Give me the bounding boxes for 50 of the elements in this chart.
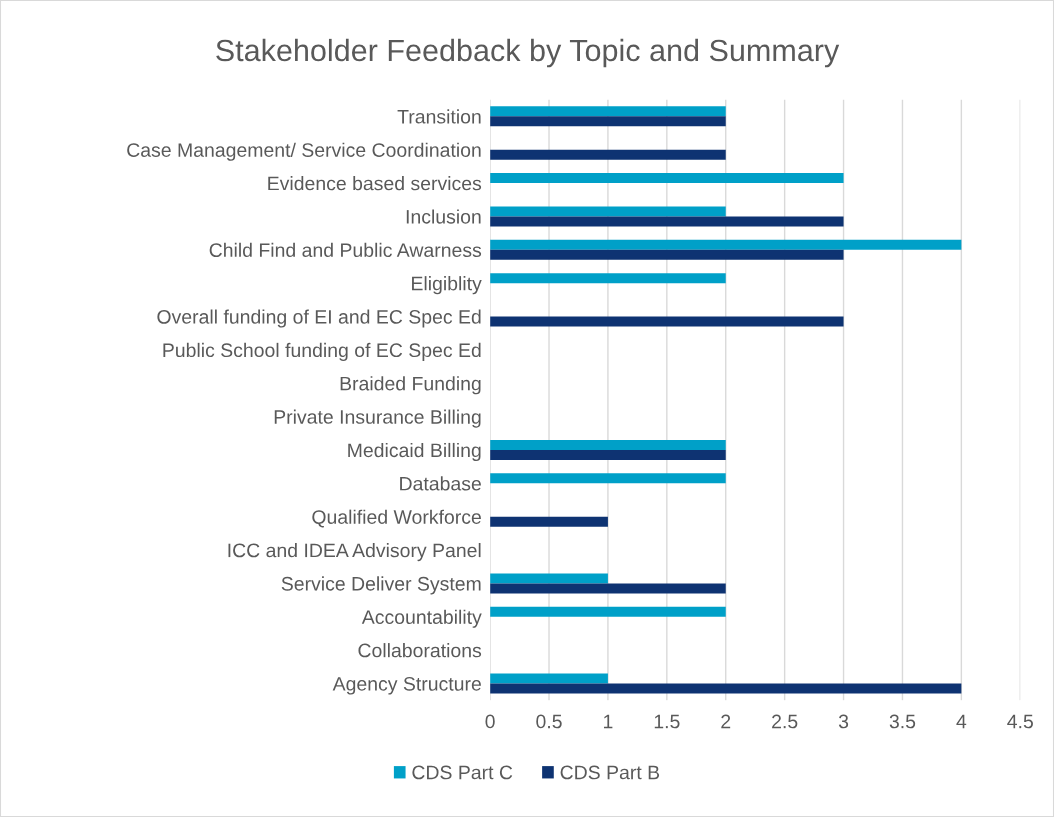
y-tick-label: Public School funding of EC Spec Ed (163, 342, 481, 361)
x-tick-label: 1 (604, 714, 613, 729)
y-tick-label: Overall funding of EI and EC Spec Ed (157, 309, 481, 328)
bar (490, 106, 726, 117)
y-tick-label: Child Find and Public Awarness (209, 242, 482, 258)
x-tick-label: 1.5 (654, 714, 680, 729)
y-tick-label: Evidence based services (268, 176, 482, 191)
y-tick-label: Braided Funding (340, 376, 481, 395)
x-tick-label: 4.5 (1007, 714, 1033, 729)
y-tick-label: Private Insurance Billing (274, 409, 481, 428)
x-tick-label: 2 (721, 714, 731, 729)
bar (490, 683, 962, 694)
x-tick-label: 3 (838, 714, 849, 729)
y-tick-label: Case Management/ Service Coordination (127, 142, 481, 161)
bar (490, 216, 844, 227)
x-tick-label: 0.5 (536, 714, 562, 729)
x-tick-label: 0 (485, 714, 495, 729)
bar (490, 149, 726, 160)
x-tick-label: 4 (956, 714, 967, 729)
y-tick-label: Agency Structure (332, 676, 481, 695)
bar (490, 316, 844, 327)
y-tick-label: Collaborations (358, 643, 482, 658)
y-tick-label: Qualified Workforce (312, 509, 481, 528)
bar (490, 206, 726, 217)
bar (490, 606, 726, 617)
y-tick-label: Medicaid Billing (348, 442, 481, 462)
bar (490, 573, 608, 584)
legend-label: CDS Part B (560, 765, 660, 780)
bar (490, 449, 726, 460)
bar (490, 249, 844, 260)
y-tick-label: Service Deliver System (281, 576, 481, 595)
bar (490, 583, 726, 594)
legend-label: CDS Part C (412, 765, 513, 780)
bar (490, 439, 726, 450)
x-tick-label: 2.5 (772, 714, 798, 729)
bar (490, 173, 844, 184)
y-tick-label: Eligiblity (412, 276, 482, 295)
y-tick-label: ICC and IDEA Advisory Panel (228, 543, 481, 562)
y-tick-label: Database (400, 476, 481, 491)
y-tick-label: Accountability (361, 609, 482, 628)
bar (490, 116, 726, 127)
chart-title: Stakeholder Feedback by Topic and Summary (216, 38, 840, 68)
bar (490, 673, 608, 684)
bar (490, 273, 726, 284)
x-tick-label: 3.5 (889, 714, 916, 729)
bar (490, 516, 608, 527)
bar (490, 239, 962, 250)
y-tick-label: Transition (397, 109, 481, 124)
y-tick-label: Inclusion (406, 209, 481, 224)
bar (490, 473, 726, 484)
